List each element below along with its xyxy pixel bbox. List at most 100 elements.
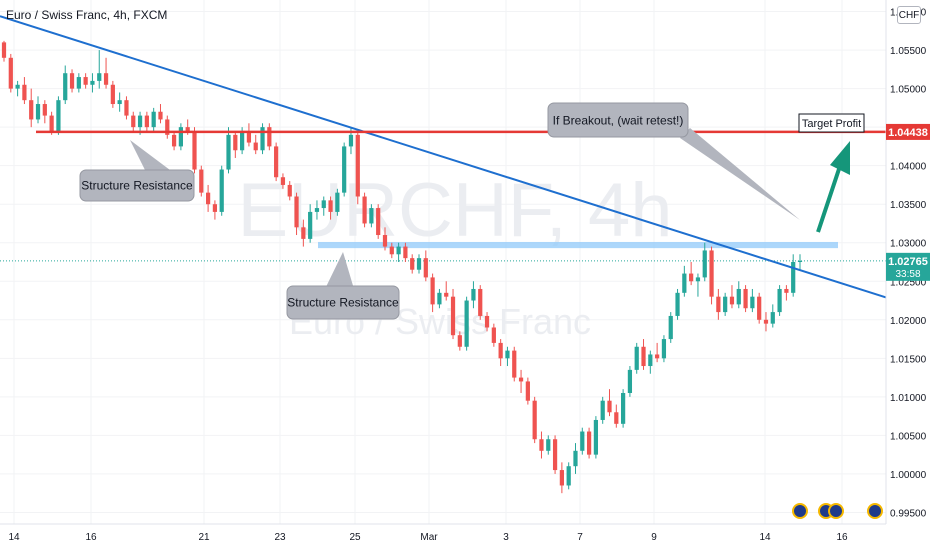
candle-up: [573, 450, 578, 467]
callout-structure-resistance-1: Structure Resistance: [81, 179, 193, 193]
candle-up: [15, 84, 20, 89]
candle-down: [586, 431, 592, 455]
candle-up: [464, 300, 469, 347]
price-tick-label: 1.02500: [890, 277, 927, 288]
watermark-ticker: EURCHF, 4h: [238, 168, 673, 253]
candle-down: [716, 296, 721, 313]
grid: [0, 0, 886, 524]
price-tick-label: 1.03000: [890, 239, 927, 250]
event-icon: [867, 503, 883, 519]
candle-up: [437, 292, 442, 305]
price-tick-label: 1.01000: [890, 393, 927, 404]
candle-up: [219, 169, 224, 212]
candle-up: [226, 134, 231, 170]
trendline[interactable]: [0, 15, 887, 299]
candle-down: [729, 296, 735, 305]
time-tick-label: Mar: [420, 532, 438, 543]
candle-down: [410, 258, 415, 270]
candle-down: [294, 196, 299, 228]
callout-pointer: [325, 252, 354, 289]
candle-up: [137, 115, 143, 128]
candle-down: [131, 115, 136, 128]
candle-up: [695, 277, 701, 282]
candle-up: [668, 315, 673, 340]
candle-up: [600, 400, 605, 420]
candle-down: [253, 142, 258, 151]
candles: [1, 40, 803, 494]
time-tick-label: 16: [85, 532, 97, 543]
price-tick-label: 1.01500: [890, 354, 927, 365]
candle-up: [546, 439, 551, 451]
candle-up: [675, 292, 680, 316]
candle-down: [328, 200, 333, 212]
candle-down: [158, 111, 163, 120]
candle-down: [110, 84, 115, 105]
price-tick-label: 1.00000: [890, 470, 927, 481]
candle-down: [212, 204, 218, 212]
candle-up: [580, 431, 585, 451]
candle-down: [784, 288, 789, 293]
callout-box[interactable]: [79, 169, 195, 202]
candle-up: [240, 131, 245, 151]
events-row: [792, 503, 883, 519]
target-profit-box[interactable]: [798, 113, 865, 133]
candle-up: [777, 288, 782, 313]
time-tick-label: 9: [651, 532, 657, 543]
callout-pointer: [130, 140, 178, 176]
time-axis[interactable]: 14 16 21 23 25 Mar 3 7 9 14 16: [8, 532, 848, 543]
candle-down: [518, 377, 524, 382]
candle-up: [321, 200, 326, 209]
candle-up: [661, 339, 667, 359]
callout-box[interactable]: [547, 102, 689, 138]
candle-up: [682, 273, 687, 293]
candle-down: [430, 277, 435, 305]
bar-countdown: 33:58: [895, 269, 920, 280]
candle-up: [56, 100, 61, 131]
price-tick-label: 1.05500: [890, 46, 927, 57]
candle-down: [301, 227, 306, 239]
candle-down: [689, 273, 694, 282]
candle-down: [287, 184, 292, 197]
candle-down: [559, 470, 564, 486]
candle-up: [335, 192, 340, 212]
candle-down: [171, 134, 177, 147]
candle-down: [382, 235, 388, 247]
candle-down: [280, 177, 286, 185]
time-tick-label: 3: [503, 532, 509, 543]
currency-button[interactable]: CHF: [897, 6, 921, 24]
candle-down: [532, 400, 537, 440]
target-arrow-shaft[interactable]: [816, 159, 844, 233]
candle-down: [709, 250, 714, 297]
candle-up: [260, 127, 265, 151]
candle-up: [348, 134, 354, 147]
candle-down: [525, 381, 530, 401]
candle-down: [49, 115, 54, 131]
candle-down: [457, 335, 462, 347]
time-tick-label: 25: [349, 532, 361, 543]
candle-down: [478, 288, 483, 316]
candle-down: [267, 127, 272, 147]
candle-up: [750, 296, 755, 309]
price-tick-label: 1.00500: [890, 431, 927, 442]
candle-down: [83, 77, 88, 85]
callout-box[interactable]: [286, 285, 400, 320]
candle-down: [376, 208, 381, 236]
candle-up: [791, 262, 796, 293]
candle-up: [342, 146, 347, 193]
candle-down: [444, 292, 449, 297]
candle-up: [178, 127, 183, 147]
candle-down: [757, 296, 762, 320]
candle-up: [770, 312, 775, 324]
candle-down: [614, 412, 619, 424]
support-zone[interactable]: [318, 241, 838, 249]
candle-up: [702, 250, 707, 278]
candle-down: [539, 439, 544, 451]
event-icon: [792, 503, 808, 519]
price-axis[interactable]: 1.060001.055001.050001.045001.040001.035…: [890, 8, 927, 520]
candle-up: [593, 419, 599, 455]
candle-down: [124, 100, 129, 116]
candle-down: [552, 439, 558, 471]
last-price-value: 1.02765: [888, 256, 928, 268]
candle-down: [69, 73, 75, 89]
